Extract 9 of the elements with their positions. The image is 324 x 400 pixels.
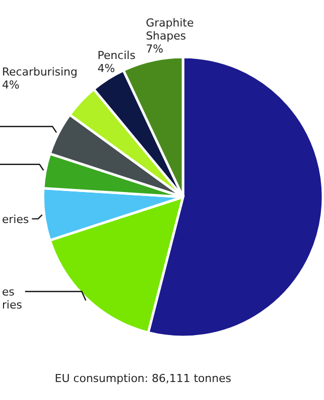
- text: EU consumption: 86,111 tonnes: [54, 372, 232, 385]
- slice-label: Graphite Shapes: [146, 16, 194, 43]
- data-label: 4%: [98, 62, 116, 76]
- slice-label: eries: [2, 212, 30, 226]
- slice-label: Recarburising: [2, 65, 78, 78]
- data-label: 7%: [146, 42, 164, 56]
- data-label: 4%: [2, 78, 20, 92]
- slice-label: Pencils: [98, 49, 136, 62]
- slice-label: es ries: [2, 286, 22, 312]
